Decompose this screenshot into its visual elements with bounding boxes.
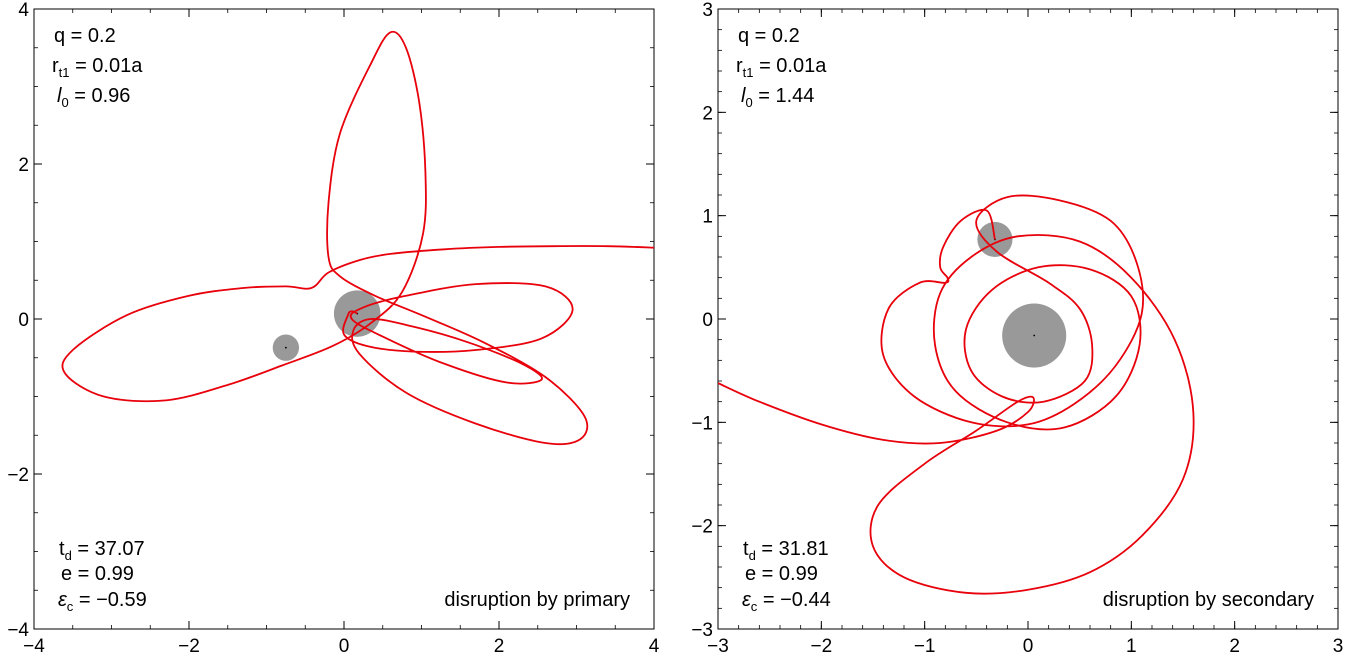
x-tick-label: 0	[1023, 636, 1034, 657]
x-tick-label: 2	[494, 636, 505, 657]
body-center-secondary	[285, 347, 287, 349]
x-tick-label: 4	[649, 636, 660, 657]
body-center-primary	[1033, 335, 1035, 337]
x-tick-label: 1	[1126, 636, 1137, 657]
trajectory-line	[718, 195, 1194, 593]
x-tick-label: 0	[339, 636, 350, 657]
param-rt1: rt1 = 0.01a	[736, 55, 827, 80]
result-e: e = 0.99	[745, 563, 818, 585]
x-tick-label: 3	[1333, 636, 1344, 657]
param-rt1: rt1 = 0.01a	[52, 55, 143, 80]
result-e: e = 0.99	[61, 563, 134, 585]
y-tick-label: 4	[18, 0, 29, 21]
trajectory-line	[62, 32, 654, 444]
result-eps: εc = −0.44	[742, 589, 831, 614]
y-tick-label: −3	[691, 620, 713, 641]
y-tick-label: 2	[702, 103, 713, 124]
param-l0: l0 = 1.44	[741, 85, 814, 110]
y-tick-label: 0	[702, 310, 713, 331]
param-q: q = 0.2	[54, 25, 116, 47]
x-tick-label: −2	[810, 636, 832, 657]
y-tick-label: −1	[691, 413, 713, 434]
result-td: td = 37.07	[59, 538, 145, 563]
y-tick-label: 0	[18, 310, 29, 331]
y-tick-label: −4	[7, 620, 29, 641]
x-tick-label: 2	[1229, 636, 1240, 657]
x-tick-label: −1	[914, 636, 936, 657]
disruption-label: disruption by primary	[444, 589, 630, 611]
y-tick-label: −2	[7, 465, 29, 486]
param-l0: l0 = 0.96	[57, 85, 130, 110]
y-tick-label: −2	[691, 517, 713, 538]
result-eps: εc = −0.59	[58, 589, 147, 614]
y-tick-label: 3	[702, 0, 713, 21]
trajectory-group	[718, 195, 1194, 593]
param-q: q = 0.2	[738, 25, 800, 47]
result-td: td = 31.81	[743, 538, 829, 563]
x-tick-label: −2	[178, 636, 200, 657]
y-tick-label: 1	[702, 207, 713, 228]
y-tick-label: 2	[18, 155, 29, 176]
disruption-label: disruption by secondary	[1103, 589, 1314, 611]
trajectory-group	[62, 32, 654, 444]
